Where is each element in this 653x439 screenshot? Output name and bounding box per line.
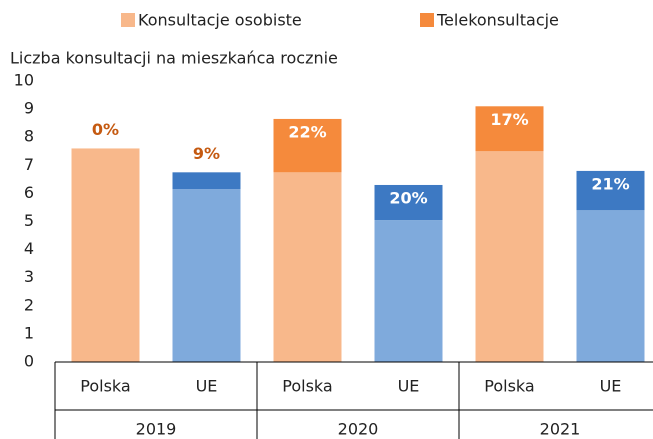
data-label: 20% [389,188,427,207]
legend-swatch [121,13,135,27]
group-label: 2020 [338,420,379,439]
bar-segment [71,148,140,362]
bar-segment [576,170,645,211]
y-tick-label: 3 [24,267,34,286]
x-tick-label: UE [398,377,420,396]
bar-segment [273,172,342,362]
data-label: 22% [288,122,326,141]
y-tick-label: 5 [24,211,34,230]
bar-segment [475,106,544,152]
y-tick-label: 6 [24,183,34,202]
y-tick-label: 7 [24,155,34,174]
data-label: 0% [92,120,119,139]
data-label: 9% [193,144,220,163]
x-tick-label: UE [600,377,622,396]
x-tick-label: UE [196,377,218,396]
y-tick-label: 4 [24,239,34,258]
x-tick-label: Polska [484,377,534,396]
bar-segment [172,172,241,190]
y-tick-label: 8 [24,127,34,146]
bar-segment [475,151,544,362]
x-tick-label: Polska [80,377,130,396]
group-label: 2019 [136,420,177,439]
legend-swatch [420,13,434,27]
bar-segment [576,210,645,362]
legend-label: Telekonsultacje [436,11,559,30]
group-label: 2021 [540,420,581,439]
bar-segment [273,118,342,173]
bar-segment [374,220,443,362]
legend-label: Konsultacje osobiste [138,11,302,30]
y-tick-label: 9 [24,99,34,118]
bar-segment [172,189,241,362]
chart-subtitle: Liczba konsultacji na mieszkańca rocznie [10,49,338,68]
bar-segment [374,184,443,221]
data-label: 17% [490,110,528,129]
y-tick-label: 10 [14,71,34,90]
y-tick-label: 2 [24,295,34,314]
x-tick-label: Polska [282,377,332,396]
data-label: 21% [591,174,629,193]
y-tick-label: 0 [24,352,34,371]
y-tick-label: 1 [24,323,34,342]
